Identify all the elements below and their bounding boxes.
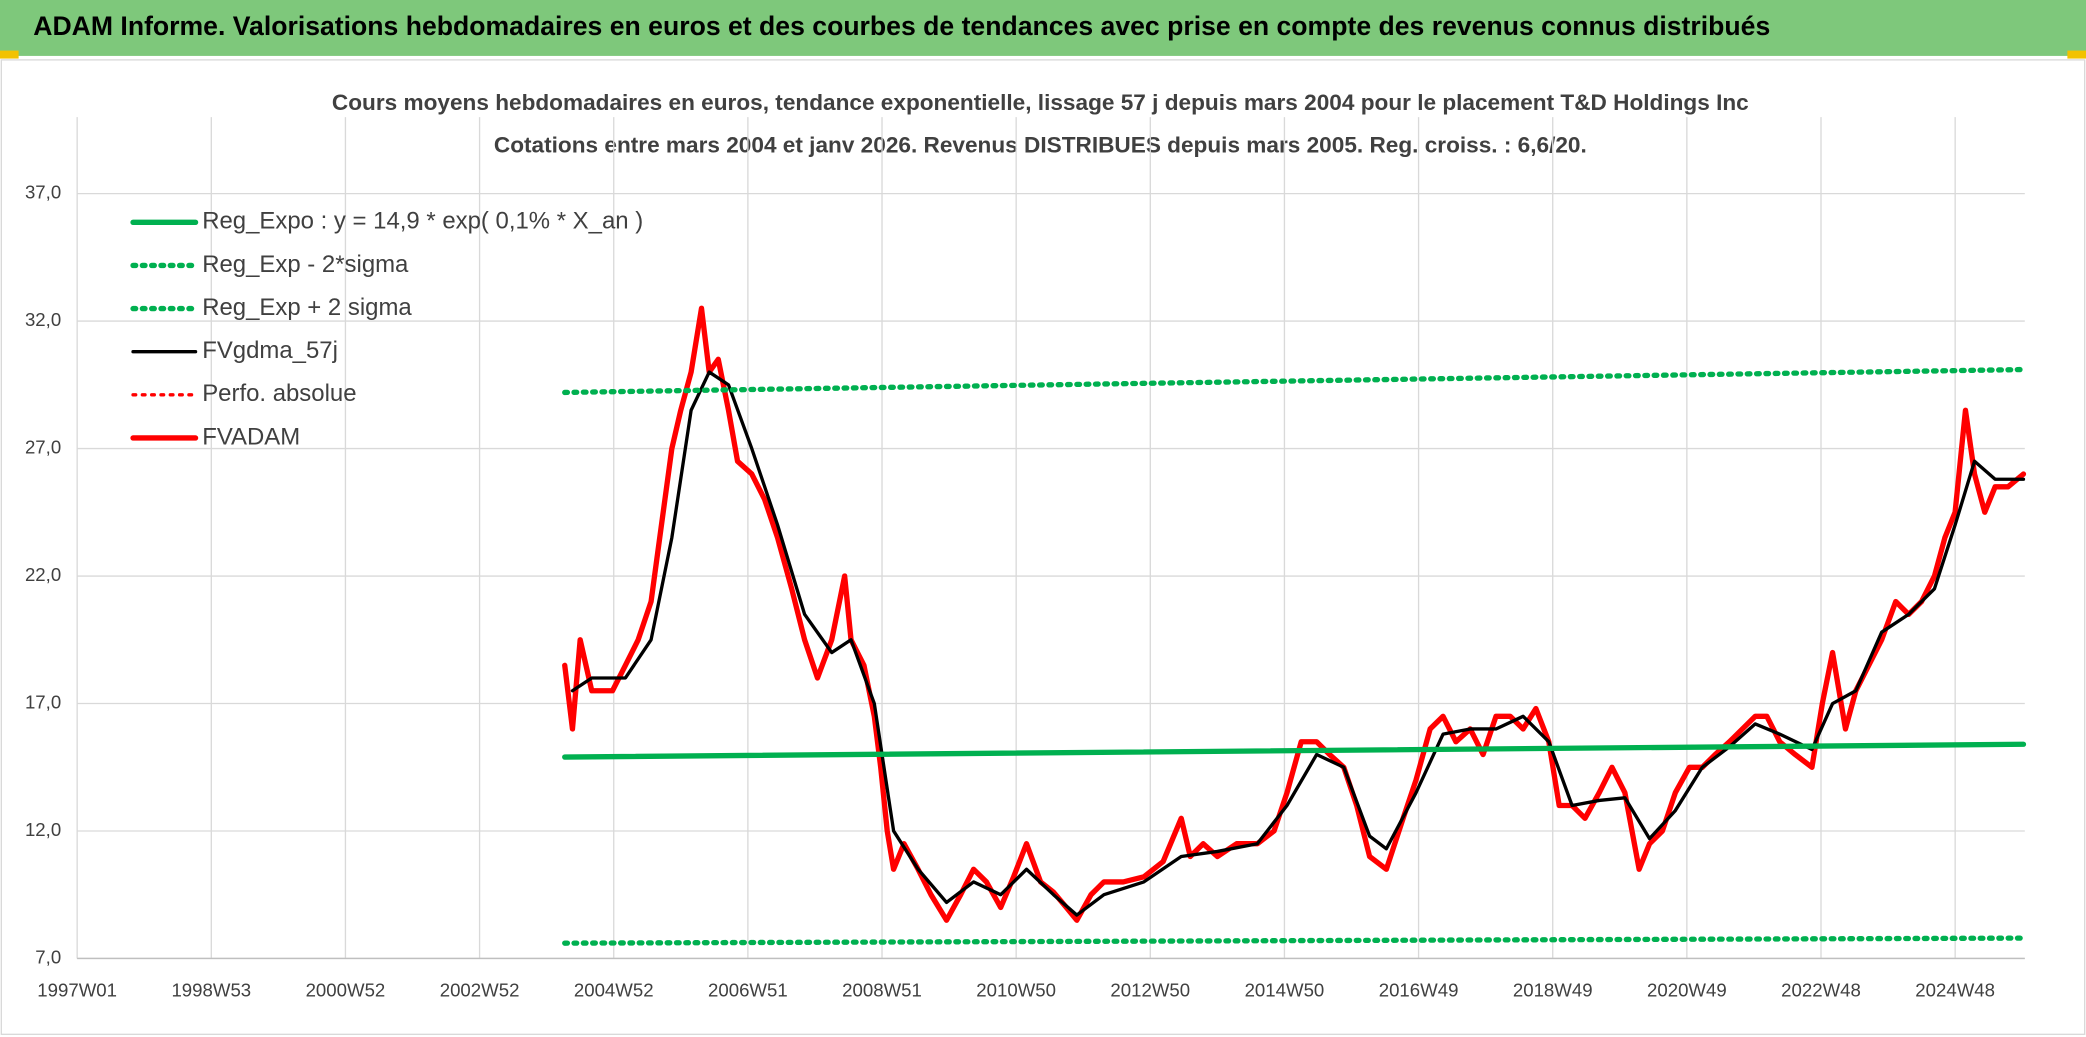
legend-label: FVgdma_57j [202,337,338,364]
series-line [562,741,2027,760]
grid: 7,0 12,0 17,0 22,0 27,0 32,0 37,0 1997W01 1998W5… [25,117,2025,1001]
x-tick-label: 2006W51 [708,980,788,1001]
x-tick-label: 1998W53 [171,980,251,1001]
legend: Reg_Expo : y = 14,9 * exp( 0,1% * X_an )… [130,208,643,450]
y-tick-label: 7,0 [35,946,61,967]
x-tick-label: 1997W01 [37,980,117,1001]
y-tick-label: 32,0 [25,309,61,330]
x-tick-label: 2004W52 [574,980,654,1001]
y-tick-label: 12,0 [25,819,61,840]
y-tick-label: 22,0 [25,564,61,585]
legend-label: Reg_Exp - 2*sigma [202,251,409,278]
plot-lines [562,305,2027,946]
x-tick-label: 2022W48 [1781,980,1861,1001]
x-tick-label: 2016W49 [1379,980,1459,1001]
banner [0,0,2086,56]
banner-corner [0,50,19,59]
series-line [562,366,2027,396]
x-tick-label: 2008W51 [842,980,922,1001]
legend-label: Reg_Exp + 2 sigma [202,294,412,321]
x-tick-label: 2012W50 [1110,980,1190,1001]
banner-corner [2067,50,2086,59]
chart-title: Cours moyens hebdomadaires en euros, ten… [332,90,1749,115]
x-tick-label: 2010W50 [976,980,1056,1001]
y-tick-label: 27,0 [25,436,61,457]
banner-title: ADAM Informe. Valorisations hebdomadaire… [33,11,1770,41]
legend-label: Reg_Expo : y = 14,9 * exp( 0,1% * X_an ) [202,208,643,235]
x-tick-label: 2020W49 [1647,980,1727,1001]
series-line [562,305,2027,923]
legend-label: Perfo. absolue [202,380,356,407]
y-tick-label: 37,0 [25,182,61,203]
x-tick-label: 2002W52 [440,980,520,1001]
series-line [562,935,2027,946]
x-tick-label: 2024W48 [1915,980,1995,1001]
chart-frame [0,59,2086,1036]
x-tick-label: 2014W50 [1245,980,1325,1001]
y-tick-label: 17,0 [25,691,61,712]
chart-subtitle: Cotations entre mars 2004 et janv 2026. … [494,132,1587,157]
x-tick-label: 2018W49 [1513,980,1593,1001]
x-tick-label: 2000W52 [306,980,386,1001]
legend-label: FVADAM [202,423,300,450]
